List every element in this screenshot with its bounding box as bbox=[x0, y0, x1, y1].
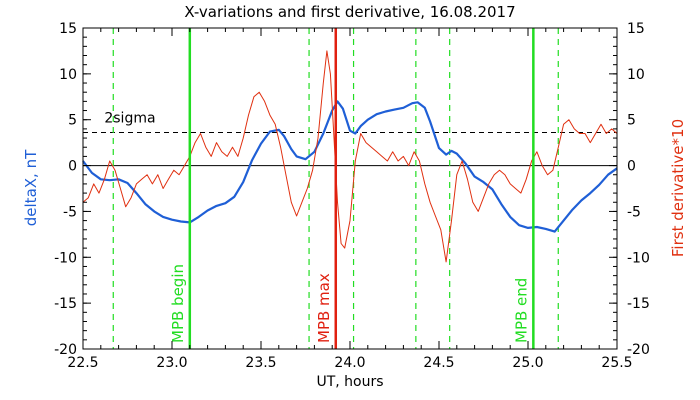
x-tick-label: 25.0 bbox=[512, 355, 543, 371]
x-tick-label: 22.5 bbox=[67, 355, 98, 371]
derivative-line bbox=[82, 50, 618, 263]
sigma-label: 2sigma bbox=[104, 111, 155, 127]
y-tick-label-right: 10 bbox=[627, 67, 645, 83]
x-tick-label: 23.5 bbox=[245, 355, 276, 371]
y-tick-label-left: -10 bbox=[54, 250, 77, 266]
axis-layer: 22.5 23.0 23.5 24.0 24.5 25.0 25.5 15 15 10 10 5 5 0 0… bbox=[54, 21, 650, 371]
y-tick-label-right: -10 bbox=[627, 250, 650, 266]
y-tick-label-left: -15 bbox=[54, 296, 77, 312]
y-tick-label-left: 15 bbox=[59, 21, 77, 37]
y-tick-label-left: -5 bbox=[63, 204, 77, 220]
y-tick-label-right: -20 bbox=[627, 342, 650, 358]
x-tick-label: 24.5 bbox=[423, 355, 454, 371]
y-tick-label-left: 0 bbox=[68, 159, 77, 175]
x-tick-label: 25.5 bbox=[601, 355, 632, 371]
y-axis-label-right: First derivative*10 bbox=[669, 119, 687, 257]
y-tick-label-right: -15 bbox=[627, 296, 650, 312]
series-layer bbox=[82, 50, 618, 263]
y-axis-label-left: deltaX, nT bbox=[22, 149, 40, 226]
marker-label-0: MPB begin bbox=[169, 264, 187, 343]
y-tick-label-right: 15 bbox=[627, 21, 645, 37]
deltax-line bbox=[82, 100, 618, 233]
grid-layer bbox=[83, 28, 617, 349]
marker-label-1: MPB max bbox=[315, 273, 333, 343]
y-tick-label-left: 5 bbox=[68, 113, 77, 129]
y-tick-label-right: 5 bbox=[627, 113, 636, 129]
y-tick-label-left: -20 bbox=[54, 342, 77, 358]
chart-title: X-variations and first derivative, 16.08… bbox=[184, 3, 515, 21]
y-tick-label-left: 10 bbox=[59, 67, 77, 83]
y-tick-label-right: -5 bbox=[627, 204, 641, 220]
marker-layer: MPB begin MPB max MPB end bbox=[169, 28, 535, 349]
y-tick-label-right: 0 bbox=[627, 159, 636, 175]
x-tick-label: 23.0 bbox=[156, 355, 187, 371]
x-tick-label: 24.0 bbox=[334, 355, 365, 371]
marker-label-2: MPB end bbox=[512, 278, 530, 343]
x-axis-label: UT, hours bbox=[316, 374, 383, 390]
